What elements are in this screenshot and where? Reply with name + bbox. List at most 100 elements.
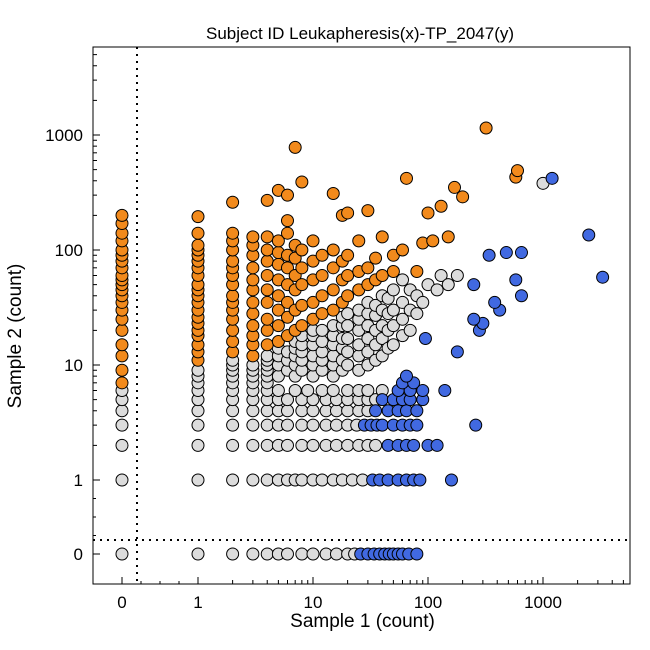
data-point-not-significant [450, 269, 464, 283]
data-point-expanded-in-sample-2 [246, 230, 260, 244]
data-point-expanded-in-sample-2 [315, 269, 329, 283]
data-point-expanded-in-sample-1 [450, 345, 464, 359]
data-point-expanded-in-sample-2 [260, 193, 274, 207]
data-point-not-significant [260, 418, 274, 432]
data-point-not-significant [416, 295, 430, 309]
data-point-expanded-in-sample-2 [271, 319, 285, 333]
data-point-expanded-in-sample-2 [315, 307, 329, 321]
y-tick-label: 10 [64, 356, 83, 375]
data-point-expanded-in-sample-2 [306, 234, 320, 248]
data-point-not-significant [341, 404, 355, 418]
data-point-expanded-in-sample-2 [271, 234, 285, 248]
data-point-expanded-in-sample-1 [582, 228, 596, 242]
data-point-not-significant [306, 404, 320, 418]
data-point-expanded-in-sample-1 [410, 404, 424, 418]
data-point-expanded-in-sample-1 [418, 331, 432, 345]
data-point-expanded-in-sample-1 [413, 473, 427, 487]
data-point-not-significant [288, 384, 302, 398]
data-point-expanded-in-sample-1 [369, 404, 383, 418]
data-point-expanded-in-sample-2 [361, 204, 375, 218]
x-tick-label: 1000 [524, 593, 562, 612]
data-point-not-significant [260, 473, 274, 487]
data-point-expanded-in-sample-2 [375, 230, 389, 244]
data-point-expanded-in-sample-1 [509, 273, 523, 287]
data-point-expanded-in-sample-2 [115, 323, 129, 337]
data-point-not-significant [280, 404, 294, 418]
data-point-expanded-in-sample-2 [246, 295, 260, 309]
data-point-not-significant [369, 438, 383, 452]
data-point-expanded-in-sample-2 [395, 243, 409, 257]
data-point-not-significant [306, 547, 320, 561]
x-tick-label: 0 [117, 593, 126, 612]
data-point-expanded-in-sample-2 [260, 338, 274, 352]
data-point-expanded-in-sample-2 [295, 298, 309, 312]
data-point-not-significant [260, 404, 274, 418]
data-point-expanded-in-sample-2 [295, 175, 309, 189]
data-point-expanded-in-sample-2 [341, 206, 355, 220]
data-point-expanded-in-sample-2 [226, 335, 240, 349]
x-axis-label: Sample 1 (count) [290, 611, 435, 632]
data-point-not-significant [386, 319, 400, 333]
data-point-not-significant [341, 331, 355, 345]
data-point-expanded-in-sample-2 [421, 206, 435, 220]
y-axis-label: Sample 2 (count) [5, 263, 26, 409]
data-point-expanded-in-sample-2 [115, 363, 129, 377]
data-point-not-significant [226, 404, 240, 418]
data-point-expanded-in-sample-2 [280, 214, 294, 228]
data-point-expanded-in-sample-2 [260, 254, 274, 268]
data-point-not-significant [226, 438, 240, 452]
data-point-not-significant [115, 418, 129, 432]
y-tick-label: 1 [74, 471, 83, 490]
data-point-expanded-in-sample-2 [271, 303, 285, 317]
data-point-not-significant [280, 438, 294, 452]
data-point-not-significant [295, 418, 309, 432]
data-point-not-significant [395, 312, 409, 326]
data-point-not-significant [329, 418, 343, 432]
data-point-not-significant [115, 438, 129, 452]
data-point-expanded-in-sample-2 [246, 349, 260, 363]
data-point-expanded-in-sample-2 [260, 269, 274, 283]
data-point-not-significant [301, 384, 315, 398]
data-point-expanded-in-sample-2 [341, 248, 355, 262]
data-point-expanded-in-sample-2 [448, 180, 462, 194]
data-point-expanded-in-sample-1 [488, 295, 502, 309]
data-point-not-significant [246, 547, 260, 561]
data-point-expanded-in-sample-2 [315, 289, 329, 303]
data-point-not-significant [341, 307, 355, 321]
data-point-expanded-in-sample-2 [479, 121, 493, 135]
data-point-expanded-in-sample-2 [226, 254, 240, 268]
data-point-expanded-in-sample-1 [375, 393, 389, 407]
data-point-expanded-in-sample-2 [280, 295, 294, 309]
x-tick-label: 1 [193, 593, 202, 612]
data-point-not-significant [280, 418, 294, 432]
data-point-not-significant [246, 404, 260, 418]
data-point-expanded-in-sample-2 [191, 238, 205, 252]
data-point-not-significant [395, 295, 409, 309]
data-point-expanded-in-sample-2 [375, 269, 389, 283]
data-point-expanded-in-sample-2 [306, 295, 320, 309]
data-point-expanded-in-sample-2 [191, 226, 205, 240]
data-point-not-significant [352, 338, 366, 352]
data-point-not-significant [226, 473, 240, 487]
data-point-expanded-in-sample-2 [434, 199, 448, 213]
y-tick-label: 0 [74, 545, 83, 564]
data-point-expanded-in-sample-2 [246, 319, 260, 333]
x-tick-label: 10 [304, 593, 323, 612]
data-point-expanded-in-sample-2 [260, 230, 274, 244]
data-point-expanded-in-sample-2 [191, 210, 205, 224]
data-point-not-significant [191, 418, 205, 432]
data-point-expanded-in-sample-2 [456, 190, 470, 204]
data-point-expanded-in-sample-2 [271, 289, 285, 303]
data-point-not-significant [115, 404, 129, 418]
data-point-expanded-in-sample-1 [469, 418, 483, 432]
data-point-not-significant [329, 404, 343, 418]
data-point-expanded-in-sample-2 [441, 230, 455, 244]
data-point-expanded-in-sample-2 [115, 208, 129, 222]
data-point-expanded-in-sample-2 [426, 234, 440, 248]
data-point-expanded-in-sample-1 [399, 369, 413, 383]
data-point-not-significant [341, 438, 355, 452]
data-point-expanded-in-sample-2 [326, 303, 340, 317]
data-point-not-significant [341, 358, 355, 372]
data-point-not-significant [441, 278, 455, 292]
